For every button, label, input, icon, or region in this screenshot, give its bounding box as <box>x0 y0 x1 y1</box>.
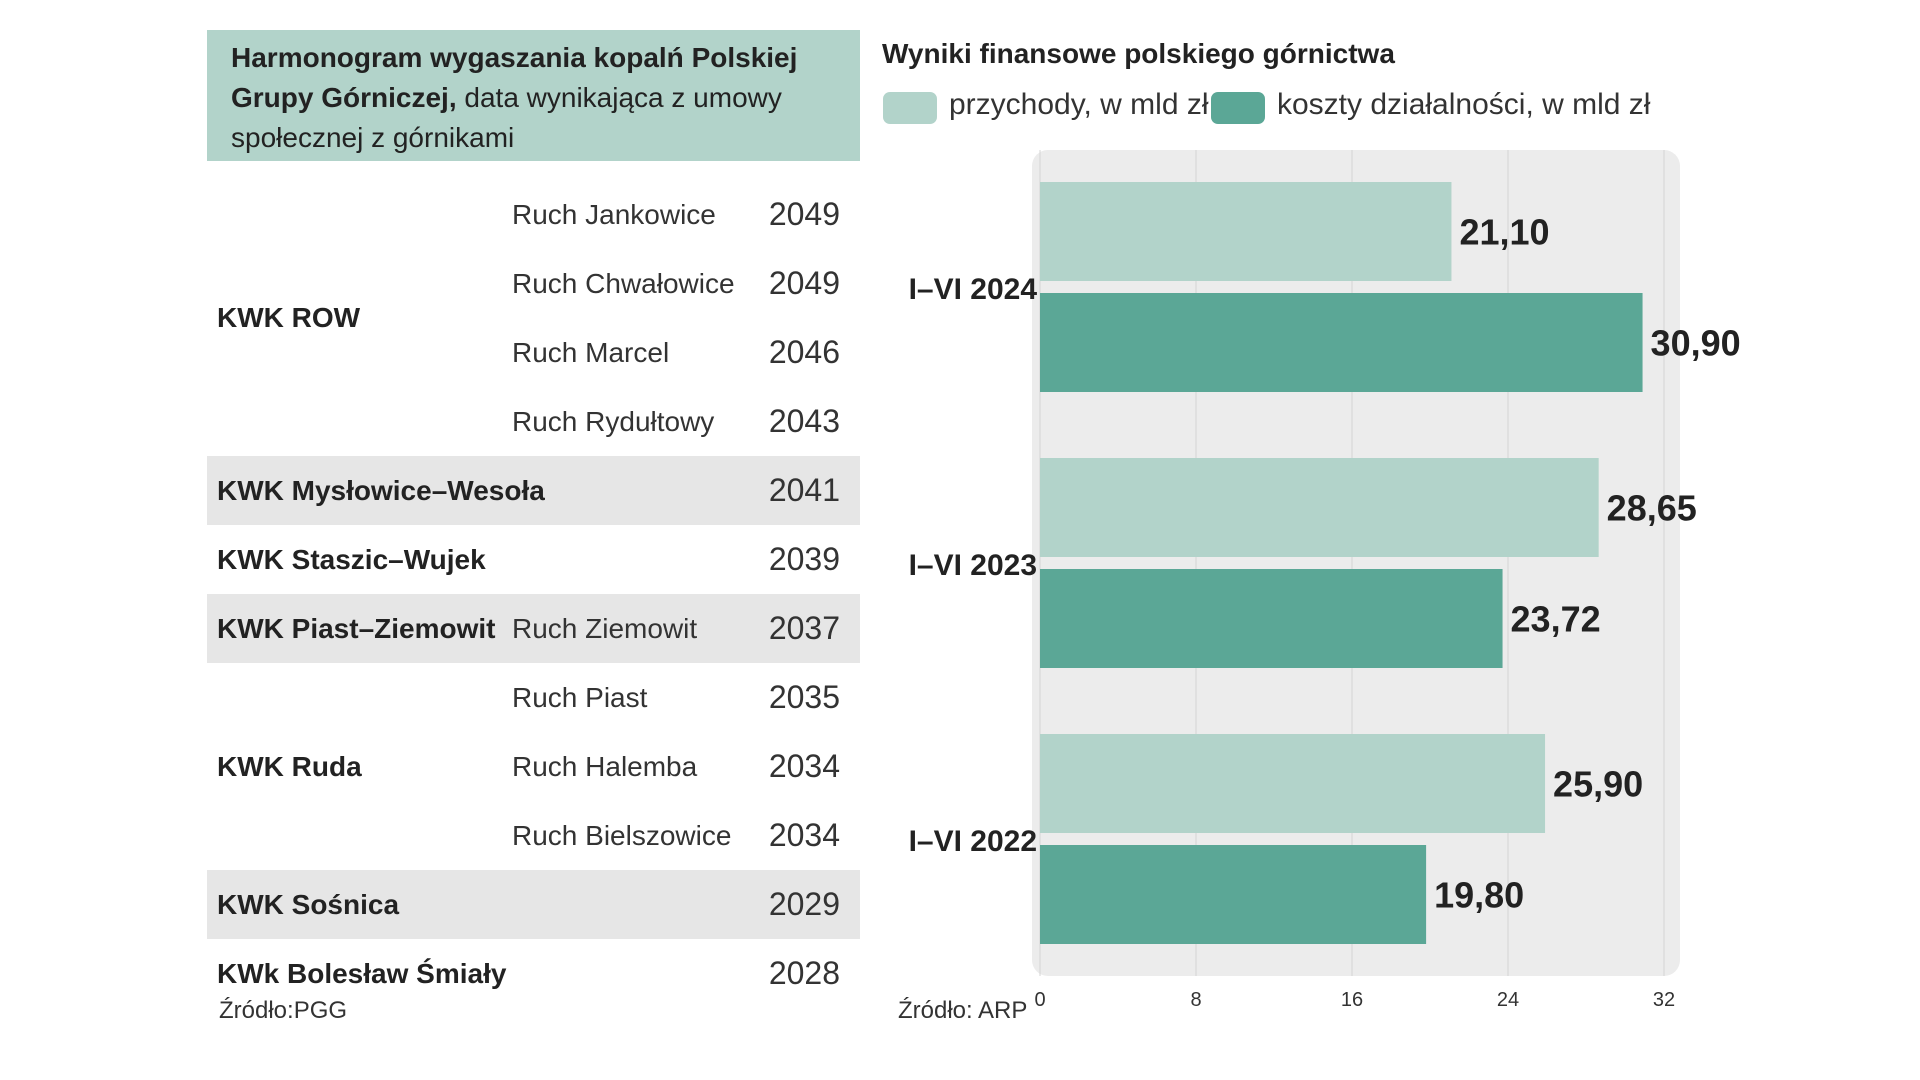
table-row: KWK Mysłowice–Wesoła 2041 <box>207 456 860 525</box>
bar-value-labels: 21,10 30,90 28,65 23,72 25,90 19,80 <box>1434 212 1741 916</box>
legend-label-revenue: przychody, w mld zł <box>949 88 1209 121</box>
closure-year: 2039 <box>768 541 840 577</box>
closure-year: 2049 <box>768 265 840 301</box>
closure-year: 2043 <box>768 403 840 439</box>
table-source: Źródło:PGG <box>219 997 348 1024</box>
mine-section-name: Ruch Piast <box>512 682 648 713</box>
revenue-bar <box>1040 734 1546 833</box>
closure-year: 2034 <box>768 817 840 853</box>
chart-title: Wyniki finansowe polskiego górnictwa <box>882 38 1395 69</box>
table-row: Ruch Rydułtowy 2043 <box>207 387 860 456</box>
mine-section-name: Ruch Rydułtowy <box>512 406 715 437</box>
closure-year: 2037 <box>768 610 840 646</box>
mine-name: KWK Mysłowice–Wesoła <box>217 475 545 506</box>
table-row: Ruch Chwałowice 2049 <box>207 249 860 318</box>
chart-source: Źródło: ARP <box>898 997 1027 1024</box>
table-header: Harmonogram wygaszania kopalń Polskiej G… <box>207 30 860 161</box>
category-label: I–VI 2024 <box>909 273 1038 306</box>
costs-bar <box>1040 845 1427 944</box>
x-tick-label: 0 <box>1034 989 1045 1011</box>
mine-section-name: Ruch Jankowice <box>512 199 716 230</box>
table-row: Ruch Jankowice 2049 <box>207 180 860 249</box>
gridlines <box>1039 150 1665 976</box>
x-tick-label: 16 <box>1341 989 1363 1011</box>
category-label: I–VI 2022 <box>909 825 1037 858</box>
closure-year: 2035 <box>768 679 840 715</box>
legend-swatch-revenue <box>883 92 937 124</box>
table-title-bold: Harmonogram wygaszania kopalń Polskiej G… <box>231 42 798 113</box>
x-tick-label: 24 <box>1497 989 1519 1011</box>
table-row: Ruch Bielszowice 2034 <box>207 801 860 870</box>
bar-value-label: 21,10 <box>1459 212 1549 253</box>
bar-value-label: 23,72 <box>1511 599 1601 640</box>
bars <box>1040 182 1643 944</box>
mine-name: KWK Piast–Ziemowit <box>217 613 496 644</box>
table-row: KWK Piast–Ziemowit Ruch Ziemowit 2037 <box>207 594 860 663</box>
mine-name: KWK Staszic–Wujek <box>217 544 486 575</box>
legend-swatch-costs <box>1211 92 1265 124</box>
mine-name: KWK Sośnica <box>217 889 400 920</box>
closure-year: 2046 <box>768 334 840 370</box>
closure-year: 2028 <box>768 955 840 991</box>
closure-year: 2034 <box>768 748 840 784</box>
mine-section-name: Ruch Ziemowit <box>512 613 698 644</box>
revenue-bar <box>1040 458 1599 557</box>
legend-label-costs: koszty działalności, w mld zł <box>1277 88 1651 121</box>
costs-bar <box>1040 569 1503 668</box>
x-tick-label: 8 <box>1190 989 1201 1011</box>
table-row: Ruch Marcel 2046 <box>207 318 860 387</box>
mine-section-name: Ruch Marcel <box>512 337 670 368</box>
mine-group-name: KWK ROW <box>217 302 361 333</box>
bar-value-label: 25,90 <box>1553 764 1643 805</box>
closure-year: 2041 <box>768 472 840 508</box>
table-title-rest: data wynikająca z umowy społecznej z gór… <box>231 82 782 153</box>
table-row: KWk Bolesław Śmiały 2028 <box>207 939 860 1008</box>
category-label: I–VI 2023 <box>909 549 1037 582</box>
table-row: KWK Staszic–Wujek 2039 <box>207 525 860 594</box>
closure-schedule-table: Harmonogram wygaszania kopalń Polskiej G… <box>207 30 860 991</box>
mine-group-name: KWK Ruda <box>217 750 362 782</box>
table-row: Ruch Halemba 2034 <box>207 732 860 801</box>
table-row: Ruch Piast 2035 <box>207 663 860 732</box>
x-axis-ticks: 0 8 16 24 32 <box>1034 989 1675 1011</box>
bar-value-label: 28,65 <box>1607 488 1697 529</box>
category-labels: I–VI 2024 I–VI 2023 I–VI 2022 <box>909 273 1038 858</box>
table-row: KWK Sośnica 2029 <box>207 870 860 939</box>
closure-year: 2029 <box>768 886 840 922</box>
closure-year: 2049 <box>768 196 840 232</box>
mine-name: KWk Bolesław Śmiały <box>217 958 507 989</box>
revenue-bar <box>1040 182 1452 281</box>
bar-value-label: 19,80 <box>1434 875 1524 916</box>
mine-section-name: Ruch Bielszowice <box>512 820 732 851</box>
x-tick-label: 32 <box>1653 989 1675 1011</box>
costs-bar <box>1040 293 1643 392</box>
mine-section-name: Ruch Chwałowice <box>512 268 735 299</box>
mine-section-name: Ruch Halemba <box>512 751 698 782</box>
bar-value-label: 30,90 <box>1651 323 1741 364</box>
